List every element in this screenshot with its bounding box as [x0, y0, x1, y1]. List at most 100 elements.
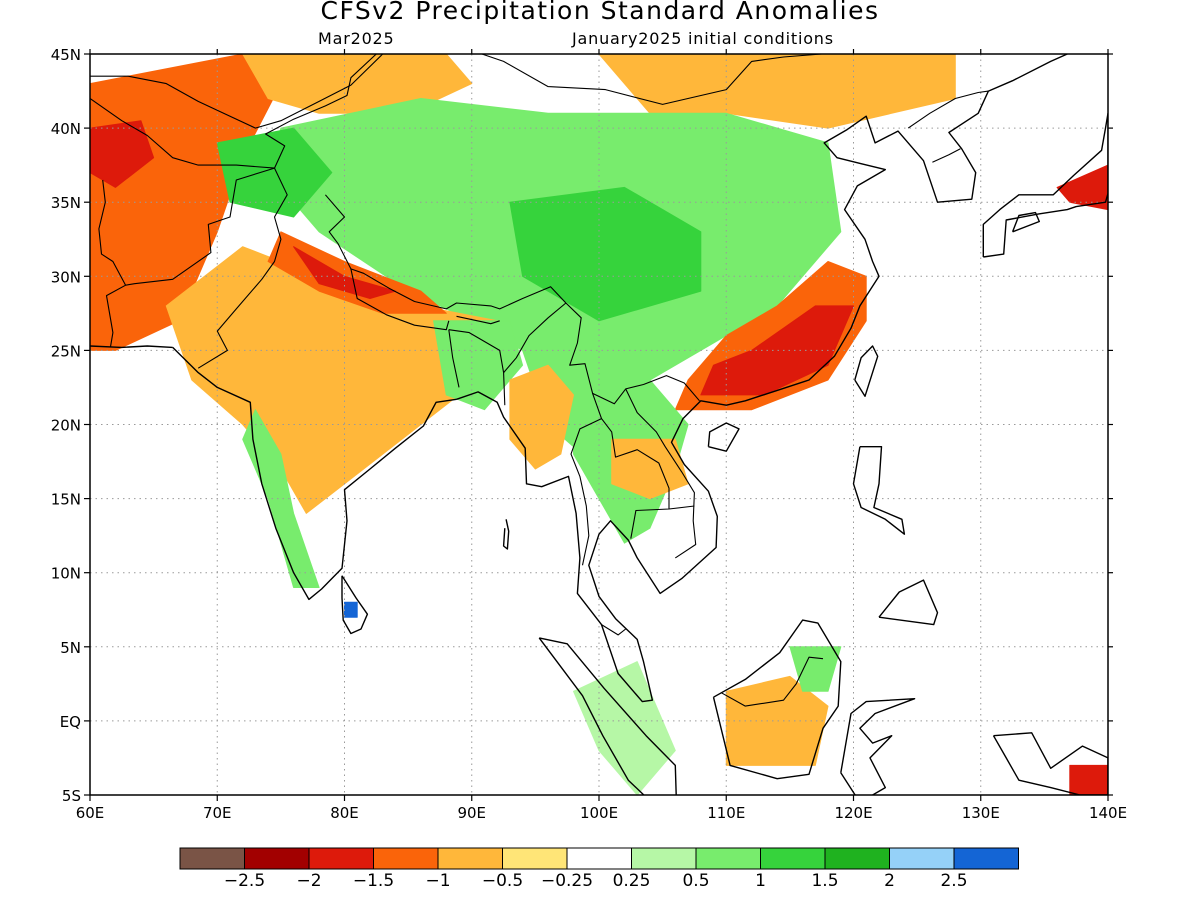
- lat-tick-label: 25N: [51, 342, 81, 360]
- colorbar-swatch: [437, 847, 503, 870]
- coastline-borneo: [712, 619, 842, 780]
- anomaly-region-sri-lanka-wet: [344, 601, 358, 618]
- lon-tick-label: 130E: [962, 804, 1000, 822]
- border-afghan-pak: [125, 167, 275, 286]
- colorbar-label: −1: [425, 871, 451, 891]
- lat-tick-label: 35N: [51, 194, 81, 212]
- colorbar-label: 1.5: [811, 871, 839, 891]
- border-china-himalaya: [324, 194, 700, 405]
- border-korea: [907, 90, 989, 129]
- coastline-persian-gulf-coast: [90, 345, 173, 349]
- coastline-hokkaido: [1107, 92, 1108, 106]
- colorbar-swatch: [502, 847, 568, 870]
- coastline-layer: [90, 54, 1108, 795]
- lat-tick-label: EQ: [60, 713, 81, 731]
- coastline-shikoku: [1011, 211, 1041, 233]
- colorbar-label: −0.25: [540, 871, 594, 891]
- border-china-west: [265, 54, 377, 169]
- colorbar-swatch: [631, 847, 697, 870]
- colorbar-label: 0.25: [612, 871, 651, 891]
- anomaly-shading-layer: [90, 54, 1108, 795]
- lon-tick-label: 80E: [330, 804, 359, 822]
- anomaly-region-japan-dry: [1056, 164, 1108, 211]
- border-vietnam-laos: [625, 388, 697, 559]
- border-kazakh-south: [90, 54, 384, 129]
- colorbar-swatch: [953, 847, 1019, 870]
- lon-tick-label: 100E: [580, 804, 618, 822]
- coastline-bay-coast: [456, 54, 1068, 703]
- border-myanmar-thai-laos: [570, 393, 603, 566]
- border-nepal-south: [350, 268, 450, 331]
- lon-tick-label: 70E: [203, 804, 232, 822]
- anomaly-region-new-guinea-dry: [1069, 764, 1108, 795]
- colorbar-swatch: [308, 847, 374, 870]
- border-malay-thai: [601, 624, 627, 636]
- border-turkmen-north: [90, 98, 275, 169]
- border-bhutan-south: [456, 315, 500, 325]
- colorbar-label: 2: [884, 871, 895, 891]
- coastline-luzon: [852, 446, 906, 535]
- border-myanmar-india: [503, 302, 567, 373]
- border-cambodia-north: [668, 505, 695, 510]
- anomaly-region-tibet-strong-wet: [509, 186, 702, 322]
- colorbar-swatch: [566, 847, 632, 870]
- border-laos-thai: [601, 418, 670, 539]
- anomaly-region-borneo-north-wet: [789, 646, 842, 692]
- anomaly-region-sumatra-wet: [573, 661, 676, 795]
- coastline-andaman: [502, 519, 510, 550]
- coastline-new-guinea: [992, 732, 1108, 795]
- lon-tick-label: 120E: [834, 804, 872, 822]
- colorbar-swatch: [760, 847, 826, 870]
- colorbar-swatch: [824, 847, 890, 870]
- lat-tick-label: 40N: [51, 120, 81, 138]
- border-iran-afghan: [98, 179, 127, 348]
- anomaly-region-himalaya-dry: [267, 231, 447, 314]
- coastline-india-coast: [172, 346, 457, 601]
- colorbar-swatch: [179, 847, 245, 870]
- anomaly-region-myanmar-dry: [509, 364, 574, 470]
- colorbar: [179, 847, 1019, 870]
- anomaly-region-himalaya-core-dry: [293, 246, 396, 299]
- subtitle-initial-conditions: January2025 initial conditions: [572, 29, 834, 48]
- coastline-kyushu-honshu: [982, 112, 1108, 258]
- lon-tick-label: 110E: [707, 804, 745, 822]
- anomaly-region-nw-core-dry: [90, 120, 155, 188]
- colorbar-swatch: [695, 847, 761, 870]
- border-india-bangladesh-west: [448, 329, 460, 388]
- border-korea-dmz: [932, 148, 961, 163]
- border-bangladesh: [448, 329, 506, 406]
- coastline-taiwan: [854, 345, 879, 397]
- lon-tick-label: 140E: [1089, 804, 1127, 822]
- colorbar-swatch: [889, 847, 955, 870]
- colorbar-swatch: [244, 847, 310, 870]
- subtitle-valid-month: Mar2025: [318, 29, 395, 48]
- lat-tick-label: 10N: [51, 565, 81, 583]
- lat-tick-label: 5S: [62, 787, 81, 805]
- colorbar-label: −1.5: [352, 871, 395, 891]
- lat-tick-label: 15N: [51, 491, 81, 509]
- colorbar-label: 1: [755, 871, 766, 891]
- colorbar-swatch: [373, 847, 439, 870]
- anomaly-region-se-china-core-dry: [700, 305, 854, 396]
- colorbar-label: −2.5: [223, 871, 266, 891]
- lon-tick-label: 90E: [457, 804, 486, 822]
- border-layer: [90, 54, 1108, 795]
- coastline-hainan: [707, 422, 740, 452]
- colorbar-label: 2.5: [940, 871, 968, 891]
- border-pak-india: [197, 167, 288, 369]
- border-borneo-split: [720, 656, 824, 707]
- lat-tick-label: 45N: [51, 46, 81, 64]
- colorbar-label: 0.5: [682, 871, 710, 891]
- lat-tick-label: 5N: [60, 639, 81, 657]
- lat-tick-label: 30N: [51, 268, 81, 286]
- anomaly-region-western-ghats-wet: [242, 409, 320, 588]
- coastline-sumatra: [538, 637, 677, 795]
- coastline-sulawesi: [840, 698, 916, 795]
- colorbar-label: −2: [296, 871, 322, 891]
- lat-tick-label: 20N: [51, 417, 81, 435]
- anomaly-region-kashmir-wet: [216, 127, 333, 218]
- coastline-mindanao: [878, 579, 939, 626]
- axis-ticks: 60E 70E 80E 90E 100E 110E 120E 130E 140E 45N 40N 35…: [51, 46, 1127, 822]
- colorbar-label: −0.5: [481, 871, 524, 891]
